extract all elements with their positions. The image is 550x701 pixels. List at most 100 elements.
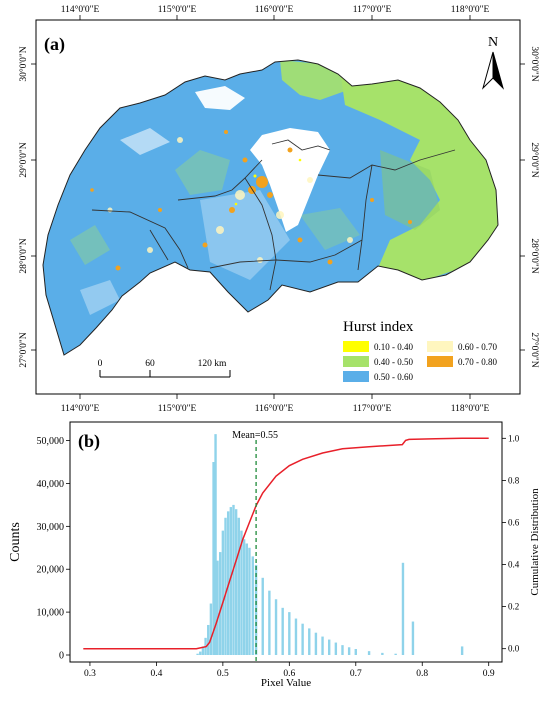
scale-label-60: 60 xyxy=(145,359,155,369)
white-patch-north xyxy=(195,86,245,110)
histogram-bar xyxy=(207,624,210,655)
histogram-bar xyxy=(201,646,205,655)
white-mottle-sw xyxy=(80,280,120,315)
histogram-bar xyxy=(294,618,298,655)
lat-tick-right-28: 28°0'0"N xyxy=(529,238,540,273)
lon-tick-bottom-117: 117°0'0"E xyxy=(353,403,392,414)
histogram-bar xyxy=(381,652,384,655)
x-tick-label: 0.7 xyxy=(350,669,362,679)
legend-label-3: 0.70 - 0.80 xyxy=(458,357,497,367)
green-mottle-4 xyxy=(300,208,360,250)
panel-a: 114°0'0"E 115°0'0"E 116°0'0"E 117°0'0"E … xyxy=(18,4,540,414)
north-arrow-right-half xyxy=(492,51,504,90)
histogram-bar xyxy=(229,507,233,655)
histogram-bar xyxy=(212,462,215,655)
x-tick-label: 0.5 xyxy=(217,669,229,679)
scale-label-120: 120 km xyxy=(198,359,227,369)
admin-boundaries xyxy=(91,139,456,291)
lat-tick-right-27: 27°0'0"N xyxy=(529,332,540,367)
lon-tick-bottom-115: 115°0'0"E xyxy=(158,403,197,414)
legend-label-0: 0.10 - 0.40 xyxy=(374,342,413,352)
lat-ticks-left: 30°0'0"N 29°0'0"N 28°0'0"N 27°0'0"N xyxy=(18,46,36,368)
y-tick-label: 0 xyxy=(59,651,64,662)
cdf-line xyxy=(83,437,489,650)
histogram-bar xyxy=(216,560,219,655)
lon-tick-bottom-114: 114°0'0"E xyxy=(61,403,100,414)
lon-tick-top-114: 114°0'0"E xyxy=(61,4,100,15)
lon-ticks-bottom: 114°0'0"E 115°0'0"E 116°0'0"E 117°0'0"E … xyxy=(61,394,489,414)
y2-axis-ticks: 0.0 0.2 0.4 0.6 0.8 1.0 xyxy=(502,433,520,654)
histogram-bar xyxy=(232,504,235,655)
yellow-spots xyxy=(234,158,302,206)
y2-tick-label: 0.6 xyxy=(508,517,520,527)
histogram-bar xyxy=(394,653,397,655)
x-tick-label: 0.3 xyxy=(84,669,96,679)
north-arrow-label: N xyxy=(488,35,498,50)
y2-tick-label: 1.0 xyxy=(508,433,520,443)
legend-label-1: 0.60 - 0.70 xyxy=(458,342,497,352)
lat-tick-right-30: 30°0'0"N xyxy=(529,46,540,81)
histogram-bar xyxy=(288,612,291,655)
orange-clusters xyxy=(90,130,412,271)
y-axis-ticks: 0 10,000 20,000 30,000 40,000 50,000 xyxy=(37,436,70,662)
y-tick-label: 50,000 xyxy=(37,436,65,447)
histogram-bar xyxy=(199,651,202,655)
lat-tick-left-28: 28°0'0"N xyxy=(18,238,29,273)
x-tick-label: 0.4 xyxy=(150,669,162,679)
lon-tick-top-118: 118°0'0"E xyxy=(451,4,490,15)
histogram-bar xyxy=(401,562,405,655)
scale-bar: 0 60 120 km xyxy=(98,359,231,378)
y-tick-label: 40,000 xyxy=(37,479,65,490)
y2-tick-label: 0.2 xyxy=(508,602,519,612)
histogram-bar xyxy=(308,628,311,655)
histogram-bar xyxy=(234,509,238,655)
lat-tick-right-29: 29°0'0"N xyxy=(529,142,540,177)
x-tick-label: 0.8 xyxy=(416,669,428,679)
lon-tick-top-116: 116°0'0"E xyxy=(255,4,294,15)
histogram-bar xyxy=(261,577,264,655)
histogram-bar xyxy=(196,653,199,655)
histogram-bar xyxy=(341,645,344,655)
scale-label-0: 0 xyxy=(98,359,103,369)
legend-label-2: 0.40 - 0.50 xyxy=(374,357,413,367)
histogram-bars xyxy=(196,434,464,655)
lon-tick-top-117: 117°0'0"E xyxy=(353,4,392,15)
histogram-bar xyxy=(219,552,222,655)
legend: Hurst index 0.10 - 0.40 0.60 - 0.70 0.40… xyxy=(343,319,497,382)
histogram-bar xyxy=(411,621,415,655)
green-mottle-3 xyxy=(70,225,110,265)
histogram-bar xyxy=(214,434,217,655)
lon-ticks-top: 114°0'0"E 115°0'0"E 116°0'0"E 117°0'0"E … xyxy=(61,4,490,20)
histogram-bar xyxy=(237,517,241,655)
histogram-bar xyxy=(314,632,318,655)
x-tick-label: 0.6 xyxy=(283,669,295,679)
y-tick-label: 30,000 xyxy=(37,522,65,533)
panel-b: (b) Mean=0.55 0.3 0.4 0.5 0.6 0.7 0.8 0.9 0 10,… xyxy=(8,421,541,689)
x-tick-label: 0.9 xyxy=(483,669,495,679)
lat-tick-left-29: 29°0'0"N xyxy=(18,142,29,177)
histogram-bar xyxy=(281,607,284,655)
lat-tick-left-27: 27°0'0"N xyxy=(18,332,29,367)
panel-b-label: (b) xyxy=(78,431,100,452)
histogram-bar xyxy=(242,539,246,655)
histogram-bar xyxy=(460,646,464,655)
panel-a-label: (a) xyxy=(44,34,65,55)
legend-label-4: 0.50 - 0.60 xyxy=(374,372,413,382)
histogram-bar xyxy=(240,530,243,655)
histogram-bar xyxy=(354,649,357,655)
histogram-bar xyxy=(334,642,338,655)
legend-swatch-2 xyxy=(343,356,369,367)
x-axis-ticks: 0.3 0.4 0.5 0.6 0.7 0.8 0.9 xyxy=(84,662,495,679)
legend-swatch-3 xyxy=(427,356,453,367)
y2-tick-label: 0.4 xyxy=(508,560,520,570)
histogram-bar xyxy=(209,603,213,655)
mean-label: Mean=0.55 xyxy=(232,430,278,441)
y2-tick-label: 0.0 xyxy=(508,644,520,654)
histogram-bar xyxy=(301,623,304,655)
histogram-bar xyxy=(274,599,278,655)
histogram-bar xyxy=(224,517,227,655)
y-tick-label: 10,000 xyxy=(37,608,65,619)
lat-ticks-right: 30°0'0"N 29°0'0"N 28°0'0"N 27°0'0"N xyxy=(520,46,540,368)
x-axis-label: Pixel Value xyxy=(261,677,311,689)
